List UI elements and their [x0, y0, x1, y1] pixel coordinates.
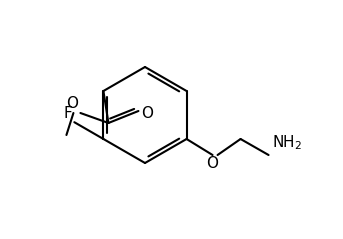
Text: O: O	[206, 156, 218, 171]
Text: O: O	[67, 96, 79, 111]
Text: NH$_2$: NH$_2$	[272, 133, 302, 152]
Text: O: O	[141, 105, 153, 120]
Text: F: F	[63, 106, 72, 121]
